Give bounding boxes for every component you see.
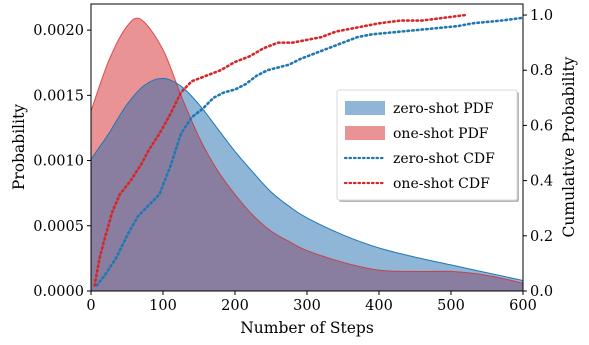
y-right-tick-label: 0.0 [530, 284, 553, 300]
legend-label: zero-shot CDF [393, 151, 495, 167]
y-left-tick-label: 0.0005 [33, 219, 84, 235]
legend-label: one-shot PDF [393, 126, 489, 142]
zero-pdf-legend-swatch [345, 101, 385, 115]
x-tick-label: 400 [365, 298, 393, 314]
x-tick-label: 600 [509, 298, 537, 314]
y-right-tick-label: 0.6 [530, 118, 553, 134]
x-axis: 0 100 200 300 400 500 600 [86, 291, 537, 314]
zero-shot-cdf-line [95, 16, 523, 287]
x-tick-label: 300 [293, 298, 321, 314]
legend-label: zero-shot PDF [393, 101, 494, 117]
legend: zero-shot PDF one-shot PDF zero-shot CDF on… [336, 89, 519, 202]
one-pdf-legend-swatch [345, 126, 385, 140]
y-right-tick-label: 0.2 [530, 229, 553, 245]
one-shot-cdf-line [93, 13, 467, 287]
y-left-tick-label: 0.0020 [33, 23, 84, 39]
y-right-tick-label: 0.8 [530, 63, 553, 79]
x-tick-label: 500 [437, 298, 465, 314]
pdf-overlap-area [91, 78, 523, 291]
y-right-tick-label: 0.4 [530, 174, 553, 190]
legend-label: one-shot CDF [393, 176, 490, 192]
y-left-tick-label: 0.0010 [33, 154, 84, 170]
y-left-tick-label: 0.0000 [33, 284, 84, 300]
one-shot-pdf-line [91, 17, 523, 284]
y-left-tick-label: 0.0015 [33, 88, 84, 104]
y-axis-left-label: Probability [10, 104, 28, 190]
y-right-tick-label: 1.0 [530, 8, 553, 24]
legend-box [336, 89, 518, 201]
plot-area [91, 13, 523, 291]
y-axis-left: 0.0000 0.0005 0.0010 0.0015 0.0020 [33, 23, 91, 300]
y-axis-right: 0.0 0.2 0.4 0.6 0.8 1.0 [523, 8, 553, 300]
x-tick-label: 0 [86, 298, 95, 314]
x-tick-label: 200 [221, 298, 249, 314]
x-tick-label: 100 [149, 298, 177, 314]
zero-shot-pdf-line [91, 77, 523, 282]
y-axis-right-label: Cumulative Probability [560, 56, 578, 237]
x-axis-label: Number of Steps [240, 319, 374, 337]
